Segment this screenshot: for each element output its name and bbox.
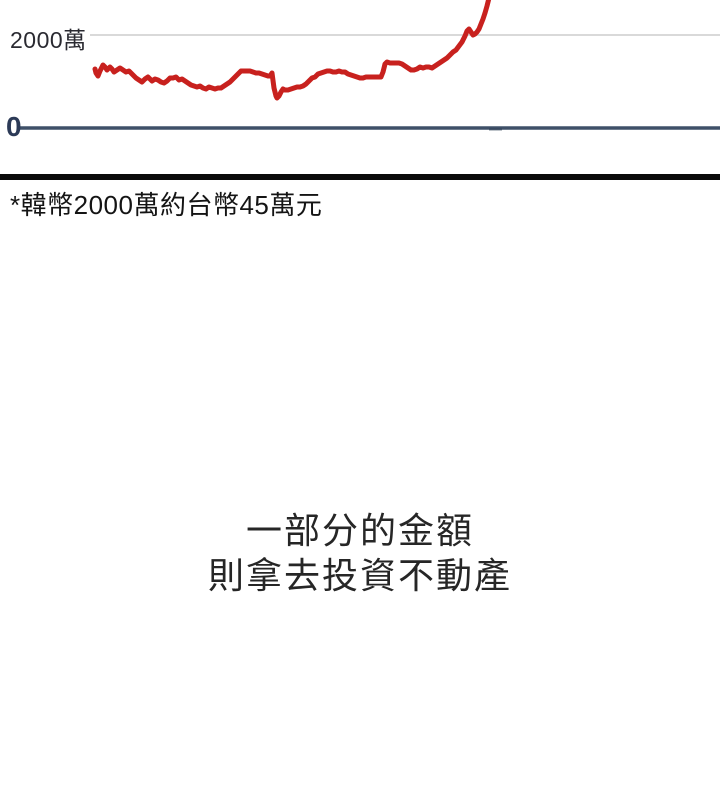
y-axis-label-2000wan: 2000萬 (10, 27, 87, 53)
footnote-text: *韓幣2000萬約台幣45萬元 (10, 190, 323, 220)
stock-chart: 2000萬 0 (0, 0, 720, 174)
caption-line-2: 則拿去投資不動產 (207, 555, 512, 596)
caption-block: 一部分的金額 則拿去投資不動產 (0, 508, 720, 598)
divider-bar (0, 174, 720, 180)
caption-line-1: 一部分的金額 (245, 510, 474, 551)
stock-chart-canvas (17, 0, 720, 131)
price-line (92, 0, 492, 101)
y-axis-label-zero: 0 (6, 111, 22, 142)
